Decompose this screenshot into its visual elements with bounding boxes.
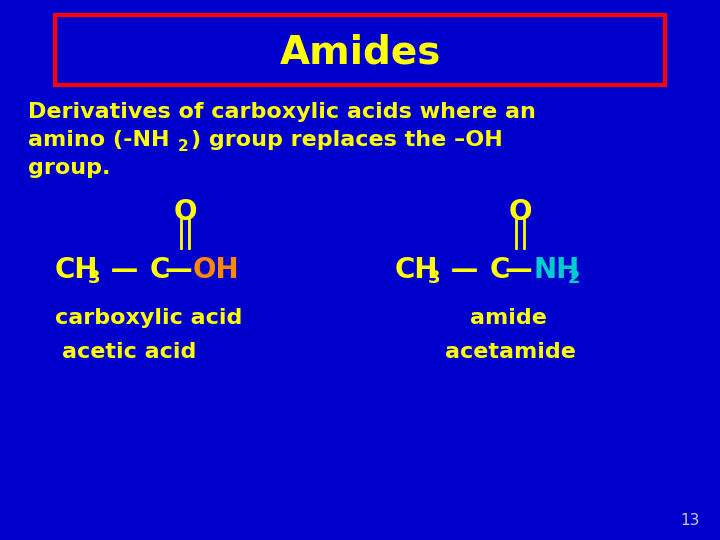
Text: acetamide: acetamide [445,342,576,362]
Text: amino (-NH: amino (-NH [28,130,169,150]
Text: 2: 2 [178,139,189,154]
Text: 3: 3 [428,269,441,287]
Text: Amides: Amides [279,33,441,71]
Text: C: C [150,256,171,284]
Text: O: O [174,198,197,226]
Text: carboxylic acid: carboxylic acid [55,308,243,328]
Text: —: — [441,256,488,284]
Text: OH: OH [193,256,240,284]
Text: —: — [505,256,533,284]
Text: 3: 3 [88,269,101,287]
Text: C: C [490,256,510,284]
Text: ) group replaces the –OH: ) group replaces the –OH [191,130,503,150]
Text: acetic acid: acetic acid [62,342,197,362]
Text: NH: NH [533,256,580,284]
Text: group.: group. [28,158,110,178]
Text: 13: 13 [680,513,700,528]
Text: —: — [165,256,193,284]
Text: 2: 2 [568,269,580,287]
Text: O: O [508,198,532,226]
Text: amide: amide [470,308,547,328]
Text: CH: CH [395,256,438,284]
Text: —: — [101,256,148,284]
Text: Derivatives of carboxylic acids where an: Derivatives of carboxylic acids where an [28,102,536,122]
FancyBboxPatch shape [55,15,665,85]
Text: CH: CH [55,256,99,284]
